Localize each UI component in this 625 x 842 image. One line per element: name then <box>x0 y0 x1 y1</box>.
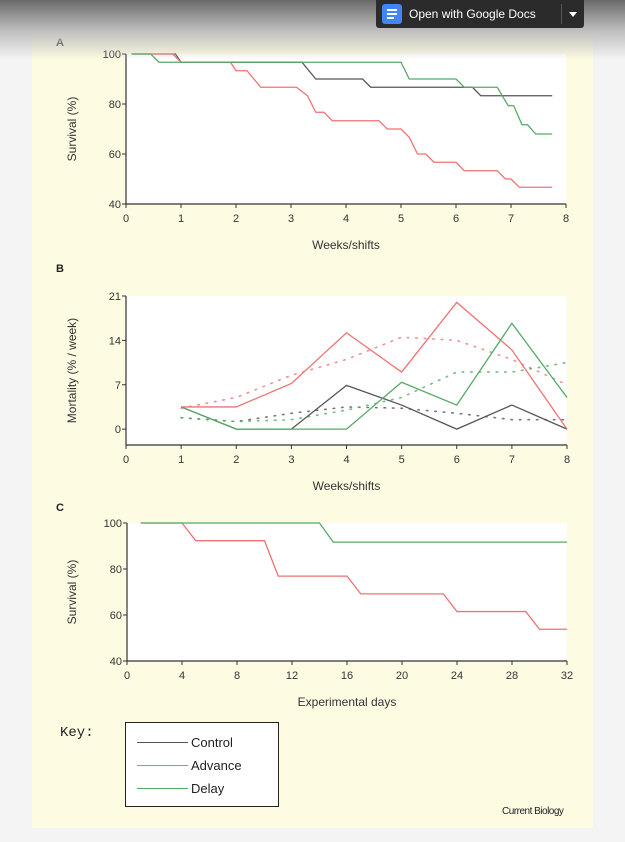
caret-down-icon <box>569 11 577 17</box>
panel-b-trend-control <box>180 406 568 423</box>
panel-c-y-tick-label: 80 <box>110 564 122 576</box>
legend-swatch <box>137 787 188 790</box>
legend-item-delay: Delay <box>137 781 224 796</box>
panel-a-x-tick-label: 2 <box>233 213 239 225</box>
legend-label: Control <box>191 735 233 750</box>
panel-a-x-tick-label: 8 <box>563 213 569 225</box>
credit: Current Biology <box>502 806 564 817</box>
panel-a-x-tick-label: 5 <box>398 213 404 225</box>
panel-c-plot-area <box>127 523 567 661</box>
panel-a-x-tick-label: 6 <box>453 213 459 225</box>
panel-a-y-tick-label: 100 <box>103 49 121 61</box>
legend-item-advance: Advance <box>137 758 242 773</box>
key-label: Key: <box>60 725 94 741</box>
panel-c-series-advance <box>140 522 567 630</box>
panel-b-x-tick-label: 1 <box>178 454 184 466</box>
panel-b-x-tick-label: 2 <box>233 454 239 466</box>
panel-b-y-tick-label: 14 <box>109 335 121 347</box>
panel-a-x-tick-label: 1 <box>178 213 184 225</box>
panel-c-x-tick-label: 12 <box>286 670 298 682</box>
panel-a-y-tick-label: 40 <box>109 199 121 211</box>
panel-a-x-tick-label: 0 <box>123 213 129 225</box>
panel-a-plot-area <box>126 54 566 204</box>
google-docs-icon <box>382 4 402 24</box>
legend: Control Advance Delay <box>125 722 279 807</box>
panel-c-x-axis-title: Experimental days <box>298 695 397 709</box>
panel-b-x-tick-label: 5 <box>399 454 405 466</box>
dropdown-button[interactable] <box>562 11 584 17</box>
legend-swatch <box>137 764 188 767</box>
open-with-label: Open with Google Docs <box>409 7 536 21</box>
legend-label: Delay <box>191 781 225 796</box>
panel-b-x-axis-title: Weeks/shifts <box>313 479 381 493</box>
panel-c-x-tick-label: 4 <box>179 670 185 682</box>
panel-c-x-tick-label: 16 <box>341 670 353 682</box>
panel-b-y-axis-title: Mortality (% / week) <box>65 318 79 423</box>
panel-b-series-delay <box>180 322 568 430</box>
panel-c-x-tick-label: 20 <box>396 670 408 682</box>
panel-a-x-tick-label: 4 <box>343 213 349 225</box>
legend-swatch <box>137 741 188 744</box>
panel-c-y-axis-title: Survival (%) <box>65 560 79 625</box>
panel-c-x-tick-label: 0 <box>124 670 130 682</box>
panel-a-label: A <box>56 37 64 49</box>
panel-c-x-tick-label: 24 <box>451 670 463 682</box>
panel-b-y-tick-label: 0 <box>115 424 121 436</box>
panel-c-series-delay <box>140 522 567 543</box>
panel-c-x-tick-label: 32 <box>561 670 573 682</box>
panel-a-y-tick-label: 80 <box>109 99 121 111</box>
panel-c-y-tick-label: 60 <box>110 610 122 622</box>
panel-b-plot-area <box>126 296 567 445</box>
panel-a-y-tick-label: 60 <box>109 149 121 161</box>
panel-a-y-axis-title: Survival (%) <box>65 97 79 162</box>
panel-b-x-tick-label: 3 <box>288 454 294 466</box>
panel-b-label: B <box>56 263 64 275</box>
panel-b-x-tick-label: 8 <box>564 454 570 466</box>
panel-b-series-advance <box>181 301 568 430</box>
panel-b-x-tick-label: 0 <box>123 454 129 466</box>
panel-c-label: C <box>56 502 64 514</box>
panel-c-x-tick-label: 8 <box>234 670 240 682</box>
legend-item-control: Control <box>137 735 233 750</box>
panel-a-series-advance <box>131 53 553 188</box>
panel-c-x-tick-label: 28 <box>506 670 518 682</box>
panel-b-y-tick-label: 7 <box>115 380 121 392</box>
panel-b-x-tick-label: 6 <box>454 454 460 466</box>
panel-a-series-delay <box>131 53 553 135</box>
legend-label: Advance <box>191 758 242 773</box>
panel-a-x-axis-title: Weeks/shifts <box>312 238 380 252</box>
panel-b-y-tick-label: 21 <box>109 291 121 303</box>
panel-c-y-tick-label: 40 <box>110 656 122 668</box>
panel-b-x-tick-label: 7 <box>509 454 515 466</box>
open-with-google-docs-button[interactable]: Open with Google Docs <box>376 0 584 28</box>
panel-c-y-tick-label: 100 <box>104 518 122 530</box>
panel-a-x-tick-label: 7 <box>508 213 514 225</box>
panel-b-x-tick-label: 4 <box>343 454 349 466</box>
panel-a-x-tick-label: 3 <box>288 213 294 225</box>
